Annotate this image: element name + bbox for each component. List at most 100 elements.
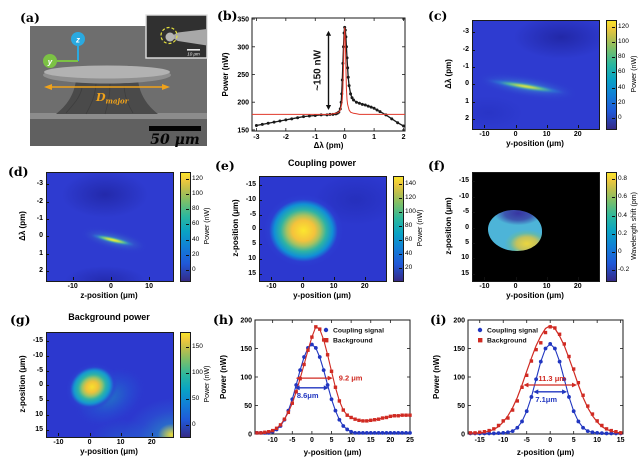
x-tick-mark bbox=[333, 277, 335, 280]
coupling-signal-marker bbox=[364, 430, 369, 435]
background-marker bbox=[357, 418, 361, 423]
panel-e: (e) Coupling power y-position (μm) z-pos… bbox=[213, 152, 426, 308]
y-axis-label-h: Power (nW) bbox=[219, 355, 228, 399]
y-tick-mark bbox=[472, 119, 475, 121]
background-marker bbox=[586, 404, 590, 408]
coupling-signal-marker bbox=[408, 430, 412, 435]
heatmap-e bbox=[259, 176, 387, 282]
coupling-signal-marker bbox=[404, 430, 408, 435]
background-marker bbox=[604, 427, 609, 431]
y-tick-mark bbox=[259, 244, 262, 246]
coupling-signal-marker bbox=[294, 383, 299, 387]
x-tick-label: 20 bbox=[386, 437, 394, 444]
y-tick-label: 300 bbox=[237, 44, 249, 51]
background-marker bbox=[553, 326, 557, 330]
y-tick-mark bbox=[472, 101, 475, 103]
background-marker bbox=[534, 347, 538, 352]
background-line bbox=[257, 325, 410, 434]
colorbar-tick-mark bbox=[612, 57, 615, 59]
coupling-signal-marker bbox=[333, 408, 338, 413]
colorbar-tick-mark bbox=[612, 102, 615, 104]
x-tick-label: 10 bbox=[145, 283, 153, 290]
coupling-signal-marker bbox=[562, 377, 567, 382]
x-tick-label: 20 bbox=[573, 131, 582, 138]
background-marker bbox=[353, 417, 357, 421]
y-tick-mark bbox=[259, 184, 262, 186]
y-tick-mark bbox=[472, 227, 475, 229]
scalebar bbox=[149, 126, 201, 131]
colorbar-tick-mark bbox=[399, 254, 402, 256]
sem-pedestal-texture bbox=[65, 83, 134, 115]
panel-label-d: (d) bbox=[8, 164, 29, 179]
x-axis-label-b: Δλ (pm) bbox=[313, 141, 344, 150]
inset-fiber-tip bbox=[165, 32, 175, 42]
background-marker bbox=[571, 367, 576, 371]
x-tick-label: -1 bbox=[312, 134, 318, 141]
inset-dashed-circle bbox=[160, 26, 178, 45]
colorbar-tick-label: 100 bbox=[405, 208, 416, 216]
sem-substrate-lower bbox=[30, 119, 207, 146]
x-tick-mark bbox=[89, 433, 91, 436]
measured-marker bbox=[347, 84, 351, 88]
measured-marker bbox=[307, 114, 311, 118]
range-arrowhead bbox=[325, 30, 332, 36]
y-tick-label: 5 bbox=[39, 396, 43, 404]
coupling-signal-marker bbox=[599, 431, 604, 436]
y-tick-mark bbox=[46, 236, 49, 238]
panel-b: (b) -3 -2 -1 0 1 2 150 200 250 300 350 ~150 nW Δλ (… bbox=[213, 0, 426, 152]
colorbar-tick-label: 0 bbox=[618, 114, 622, 122]
measured-marker bbox=[301, 115, 305, 119]
background-marker bbox=[274, 426, 279, 430]
colorbar-tick-label: 150 bbox=[192, 342, 203, 350]
x-tick-label: 10 bbox=[347, 437, 355, 444]
y-tick-label: -2 bbox=[462, 45, 469, 53]
colorbar-tick-label: 80 bbox=[618, 53, 626, 61]
y-tick-mark bbox=[46, 219, 49, 221]
legend-label-0: Coupling signal bbox=[487, 328, 538, 335]
coupling-signal-marker bbox=[585, 429, 590, 434]
measured-marker bbox=[325, 113, 329, 117]
colorbar-tick-mark bbox=[186, 254, 189, 256]
colorbar-tick-label: 40 bbox=[405, 250, 413, 258]
fwhm-arrowhead bbox=[323, 385, 329, 391]
x-tick-label: -10 bbox=[268, 437, 278, 444]
coupling-signal-marker bbox=[595, 430, 600, 435]
x-tick-label: 20 bbox=[573, 283, 582, 290]
coupling-signal-marker bbox=[380, 430, 385, 435]
background-marker bbox=[487, 428, 491, 433]
coupling-signal-marker bbox=[341, 424, 346, 428]
background-marker bbox=[581, 393, 585, 397]
colorbar-tick-label: 20 bbox=[192, 250, 200, 258]
x-tick-label: 0 bbox=[310, 437, 314, 444]
y-tick-label: 15 bbox=[35, 426, 43, 434]
measured-marker bbox=[384, 113, 388, 117]
background-marker bbox=[365, 419, 369, 423]
legend-marker-1 bbox=[324, 338, 329, 343]
x-tick-mark bbox=[302, 277, 304, 280]
x-tick-label: 0 bbox=[513, 131, 518, 138]
y-tick-label: 1 bbox=[39, 249, 43, 257]
range-label: ~150 nW bbox=[313, 49, 324, 90]
resonance-region bbox=[488, 210, 542, 251]
coupling-signal-marker bbox=[396, 430, 401, 435]
y-tick-label: -15 bbox=[32, 336, 43, 344]
sem-substrate-band bbox=[30, 113, 207, 119]
panel-label-f: (f) bbox=[428, 158, 446, 173]
x-tick-label: 25 bbox=[406, 437, 414, 444]
background-marker bbox=[294, 390, 298, 394]
colorbar-tick-label: 20 bbox=[405, 264, 413, 272]
background-marker bbox=[492, 427, 496, 431]
x-tick-mark bbox=[515, 125, 517, 128]
background-marker bbox=[404, 413, 408, 417]
background-marker bbox=[539, 341, 543, 345]
y-tick-label: 5 bbox=[465, 238, 469, 246]
panel-i: (i) -15 -10 -5 0 5 10 15 0 50 100 150 200 11.3 μm 7.1… bbox=[426, 308, 640, 462]
background-marker bbox=[270, 428, 275, 433]
y-tick-label: -1 bbox=[36, 215, 43, 223]
colorbar-tick-label: 100 bbox=[618, 38, 629, 46]
panel-label-e: (e) bbox=[215, 158, 235, 173]
colorbar-label-f: Wavelength shift (pm) bbox=[631, 192, 638, 260]
heatmap-g bbox=[46, 332, 174, 438]
colorbar-tick-mark bbox=[612, 270, 615, 272]
